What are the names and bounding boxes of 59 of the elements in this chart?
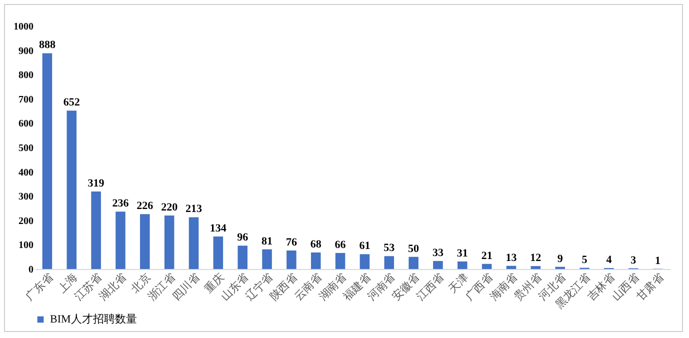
y-tick-label: 800 <box>18 70 34 82</box>
bar <box>506 266 516 269</box>
data-label: 3 <box>630 254 637 266</box>
bar <box>482 264 492 269</box>
bar <box>188 217 199 269</box>
data-label: 220 <box>161 202 178 214</box>
data-label: 53 <box>384 242 396 254</box>
legend-label: BIM人才招聘数量 <box>50 312 137 326</box>
bar <box>140 214 150 269</box>
bar <box>384 256 394 269</box>
data-label: 13 <box>506 252 518 264</box>
y-tick-label: 200 <box>18 216 34 227</box>
data-label: 236 <box>112 198 130 210</box>
y-tick-label: 100 <box>18 240 34 252</box>
bar <box>164 216 174 269</box>
data-label: 9 <box>557 252 564 265</box>
data-label: 319 <box>88 177 105 190</box>
data-label: 66 <box>334 238 346 251</box>
bar <box>458 261 468 269</box>
data-label: 31 <box>456 247 468 260</box>
bar <box>286 250 296 269</box>
y-tick-label: 0 <box>28 264 34 276</box>
bar <box>335 252 346 269</box>
data-label: 68 <box>310 238 322 250</box>
data-label: 226 <box>136 200 154 212</box>
data-label: 81 <box>262 235 273 248</box>
data-label: 33 <box>432 246 444 259</box>
data-label: 213 <box>186 203 202 216</box>
y-tick-label: 600 <box>18 118 34 130</box>
data-label: 50 <box>408 242 420 255</box>
y-tick-label: 300 <box>18 192 34 203</box>
bar <box>116 212 126 269</box>
data-label: 888 <box>38 39 56 52</box>
data-label: 1 <box>655 254 661 267</box>
bar <box>408 256 418 269</box>
bar <box>91 191 101 269</box>
y-tick-label: 400 <box>18 167 34 178</box>
data-label: 21 <box>481 250 492 262</box>
y-tick-label: 1000 <box>14 22 34 32</box>
data-label: 4 <box>606 254 612 266</box>
y-tick-label: 500 <box>18 143 34 154</box>
data-label: 96 <box>237 232 249 244</box>
data-label: 134 <box>210 222 227 234</box>
bar <box>66 110 77 269</box>
data-label: 5 <box>582 254 588 266</box>
data-label: 12 <box>530 252 542 264</box>
y-tick-label: 900 <box>18 46 34 57</box>
bar <box>42 53 52 269</box>
bar <box>530 266 541 269</box>
y-tick-label: 700 <box>18 94 34 106</box>
bar <box>433 260 443 269</box>
bar <box>360 254 370 269</box>
data-label: 61 <box>359 240 370 252</box>
bar <box>262 249 272 269</box>
data-label: 652 <box>63 96 80 109</box>
bar <box>213 236 224 269</box>
bar <box>310 252 321 269</box>
bar <box>238 246 248 269</box>
data-label: 76 <box>286 236 298 249</box>
